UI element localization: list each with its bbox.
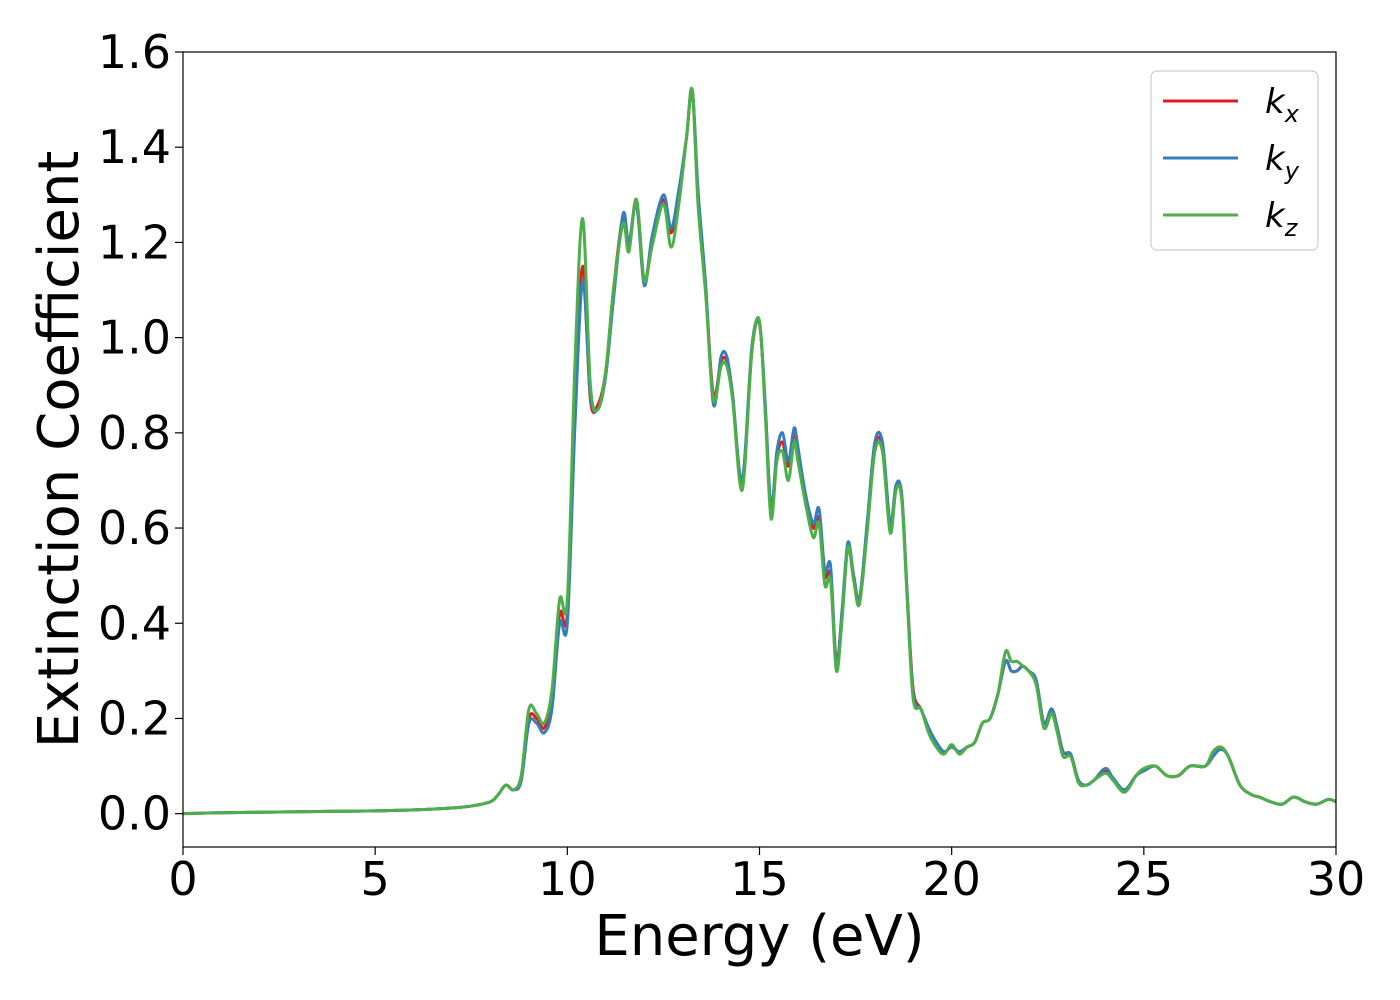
plot-frame	[182, 51, 1337, 848]
y-tick-label: 1.6	[98, 25, 171, 79]
plot-area	[183, 86, 1336, 816]
x-tick-label: 10	[538, 852, 597, 906]
x-axis-title: Energy (eV)	[594, 904, 924, 969]
y-tick-label: 0.2	[98, 691, 171, 745]
x-tick-label: 0	[168, 852, 197, 906]
legend-label-z: kz	[1265, 196, 1299, 242]
x-tick-label: 5	[361, 852, 390, 906]
y-axis: 0.0 0.2 0.4 0.6 0.8 1.0 1.2 1.4 1.6	[98, 25, 183, 841]
legend-label-base: k	[1265, 139, 1286, 179]
x-axis: 0 5 10 15 20 25 30	[168, 847, 1365, 906]
legend-label-base: k	[1265, 82, 1286, 122]
legend-label-base: k	[1265, 196, 1286, 236]
y-tick-label: 1.4	[98, 120, 171, 174]
series-line-z	[183, 86, 1336, 816]
legend-box	[1150, 70, 1319, 251]
x-tick-label: 30	[1307, 852, 1366, 906]
x-tick-label: 20	[922, 852, 981, 906]
y-tick-label: 1.0	[98, 311, 171, 365]
y-tick-label: 0.0	[98, 787, 171, 841]
legend-label-subscript: y	[1284, 157, 1300, 185]
legend-label-subscript: z	[1284, 214, 1299, 242]
legend-label-y: ky	[1265, 139, 1300, 185]
legend-label-x: kx	[1265, 82, 1300, 128]
y-axis-title: Extinction Coefficient	[27, 151, 92, 749]
y-tick-label: 0.6	[98, 501, 171, 555]
x-tick-label: 15	[730, 852, 789, 906]
legend-label-subscript: x	[1284, 100, 1300, 128]
y-tick-label: 1.2	[98, 215, 171, 269]
y-tick-label: 0.8	[98, 406, 171, 460]
y-tick-label: 0.4	[98, 596, 171, 650]
x-tick-label: 25	[1115, 852, 1174, 906]
